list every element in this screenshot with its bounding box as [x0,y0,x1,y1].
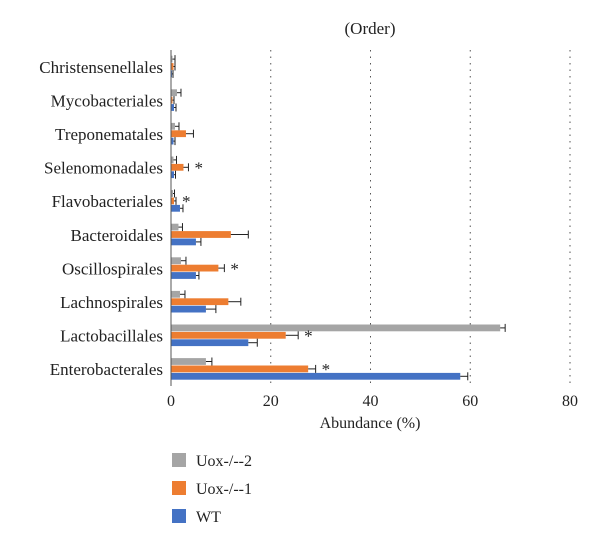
error-bars [171,55,506,381]
bar [171,358,206,365]
bar [171,365,309,373]
legend-entry: Uox-/--2 [196,453,252,470]
bar [171,204,180,212]
significance-star: * [194,159,203,178]
x-tick-label: 20 [263,393,279,410]
category-labels: Christensenellales Mycobacteriales Trepone… [39,58,163,379]
bar [171,122,175,130]
legend-swatch [172,481,186,495]
gridlines [270,50,571,386]
bar [171,190,173,197]
category-label: Flavobacteriales [52,192,163,211]
bar [171,257,181,265]
bar [171,137,174,145]
bar [171,372,461,380]
bar [171,96,173,104]
bar [171,197,174,205]
category-label: Enterobacterales [50,360,163,379]
bar [171,130,186,138]
x-tick-label: 0 [167,393,175,410]
bar [171,264,219,272]
legend-entry: WT [196,509,221,526]
bar [171,305,206,313]
bar [171,156,174,164]
chart-title: (Order) [345,19,396,38]
significance-star: * [230,259,239,278]
bar [171,89,177,97]
category-label: Bacteroidales [70,226,163,245]
legend-swatch [172,453,186,467]
bar [171,104,174,111]
bars [171,55,501,380]
category-label: Treponematales [55,125,163,144]
bar [171,339,249,347]
bar [171,272,196,279]
bar [171,171,174,179]
bar [171,55,173,63]
significance-star: * [182,192,191,211]
bar [171,298,229,306]
category-label: Christensenellales [39,58,163,77]
category-label: Mycobacteriales [51,91,163,110]
significance-star: * [322,360,331,379]
bar [171,324,501,332]
legend-entry: Uox-/--1 [196,481,252,498]
x-tick-label: 80 [562,393,578,410]
legend-swatch [172,509,186,523]
x-tick-label: 60 [462,393,478,410]
x-tick-label: 40 [363,393,379,410]
bar [171,163,184,171]
bar [171,290,180,298]
x-tick-labels: 0 20 40 60 80 [167,393,578,410]
bar [171,63,174,70]
bar [171,238,196,246]
category-label: Lachnospirales [60,293,163,312]
significance-star: * [304,327,313,346]
bar [171,231,231,238]
category-label: Selenomonadales [44,159,163,178]
significance-markers: ***** [182,159,330,380]
legend: Uox-/--2 Uox-/--1 WT [172,453,252,526]
category-label: Lactobacillales [60,327,163,346]
category-label: Oscillospirales [62,259,163,278]
bar [171,223,179,231]
x-axis-title: Abundance (%) [320,415,421,432]
bar [171,331,286,339]
